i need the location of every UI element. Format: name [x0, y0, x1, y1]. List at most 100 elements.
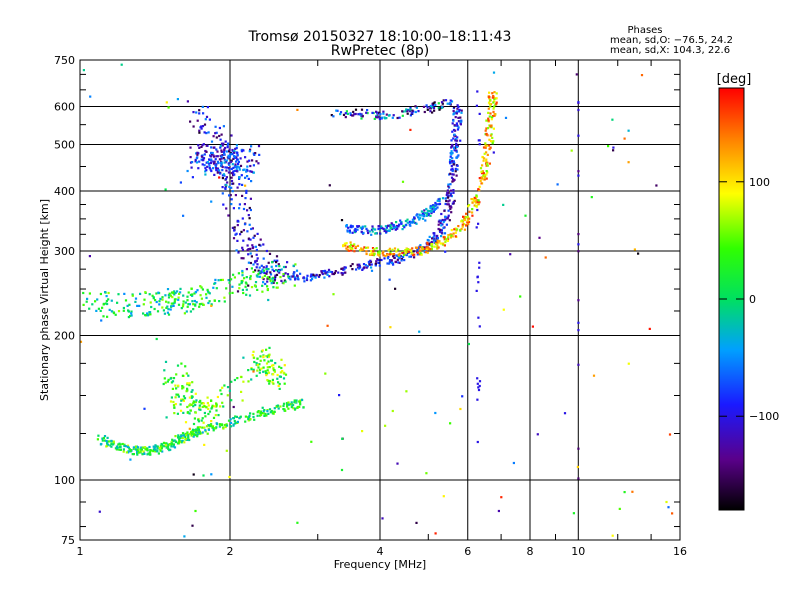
data-point: [138, 304, 141, 307]
data-point: [282, 274, 285, 277]
data-point: [198, 305, 201, 308]
data-point: [194, 290, 198, 294]
data-point: [152, 450, 155, 453]
data-point: [381, 252, 384, 255]
data-point: [338, 394, 341, 397]
x-tick-label: 10: [571, 545, 585, 558]
data-point: [259, 272, 262, 275]
data-point: [340, 468, 344, 472]
data-point: [227, 142, 230, 145]
data-point: [371, 225, 374, 228]
data-point: [483, 174, 486, 177]
data-point: [79, 340, 83, 343]
data-point: [166, 288, 170, 291]
data-point: [431, 245, 434, 248]
data-point: [439, 222, 442, 225]
data-point: [667, 506, 670, 509]
data-point: [155, 292, 158, 295]
data-point: [207, 162, 211, 165]
data-point: [165, 300, 168, 303]
data-point: [199, 408, 202, 411]
data-point: [293, 276, 296, 279]
data-point: [196, 433, 199, 436]
data-point: [100, 442, 103, 446]
data-point: [305, 277, 308, 280]
data-point: [450, 139, 453, 142]
data-point: [167, 378, 170, 381]
data-point: [117, 293, 120, 296]
data-point: [190, 390, 193, 393]
data-point: [482, 159, 485, 162]
data-point: [371, 247, 375, 250]
data-point: [265, 362, 269, 365]
phase-stats-x: mean, sd,X: 104.3, 22.6: [610, 45, 730, 56]
data-point: [231, 226, 234, 229]
data-point: [189, 310, 192, 313]
data-point: [487, 119, 490, 122]
data-point: [341, 273, 344, 276]
data-point: [394, 228, 397, 231]
data-point: [203, 123, 207, 126]
data-point: [452, 110, 455, 113]
data-point: [468, 210, 471, 213]
data-point: [437, 198, 440, 201]
data-point: [481, 170, 484, 173]
data-point: [442, 495, 445, 498]
data-point: [451, 130, 454, 133]
data-point: [287, 275, 290, 278]
data-point: [273, 370, 276, 373]
data-point: [210, 169, 213, 173]
data-point: [261, 290, 264, 293]
data-point: [342, 113, 346, 116]
data-point: [449, 236, 452, 239]
data-point: [432, 236, 435, 239]
data-point: [375, 232, 378, 235]
data-point: [457, 110, 461, 113]
data-point: [476, 199, 479, 202]
data-point: [165, 101, 168, 104]
data-point: [249, 208, 252, 212]
data-point: [98, 510, 101, 513]
data-point: [155, 300, 158, 304]
data-point: [395, 224, 398, 228]
data-point: [213, 299, 216, 302]
data-point: [497, 509, 500, 513]
data-point: [200, 297, 203, 300]
data-point: [455, 142, 458, 145]
data-point: [245, 293, 248, 296]
data-point: [225, 176, 228, 179]
data-point: [106, 436, 109, 439]
data-point: [373, 117, 376, 120]
data-point: [262, 366, 265, 369]
data-point: [370, 250, 373, 253]
data-point: [179, 287, 182, 290]
data-point: [471, 211, 474, 214]
data-point: [246, 230, 249, 233]
data-point: [422, 217, 425, 220]
data-point: [424, 251, 427, 254]
data-point: [186, 305, 189, 308]
data-point: [450, 234, 453, 237]
data-point: [489, 134, 492, 137]
data-point: [577, 108, 580, 112]
data-point: [254, 152, 257, 155]
data-point: [175, 393, 178, 396]
data-point: [450, 192, 453, 195]
data-point: [398, 116, 401, 119]
data-point: [450, 146, 453, 149]
data-point: [423, 249, 426, 252]
data-point: [434, 201, 437, 205]
data-point: [208, 410, 212, 413]
data-point: [212, 429, 215, 432]
data-point: [572, 512, 575, 515]
data-point: [215, 131, 218, 134]
data-point: [173, 406, 176, 409]
data-point: [426, 249, 429, 252]
data-point: [430, 243, 433, 246]
data-point: [108, 308, 111, 311]
data-point: [245, 276, 248, 279]
data-point: [268, 408, 272, 411]
data-point: [156, 450, 159, 453]
data-point: [195, 399, 198, 402]
data-point: [447, 236, 450, 239]
